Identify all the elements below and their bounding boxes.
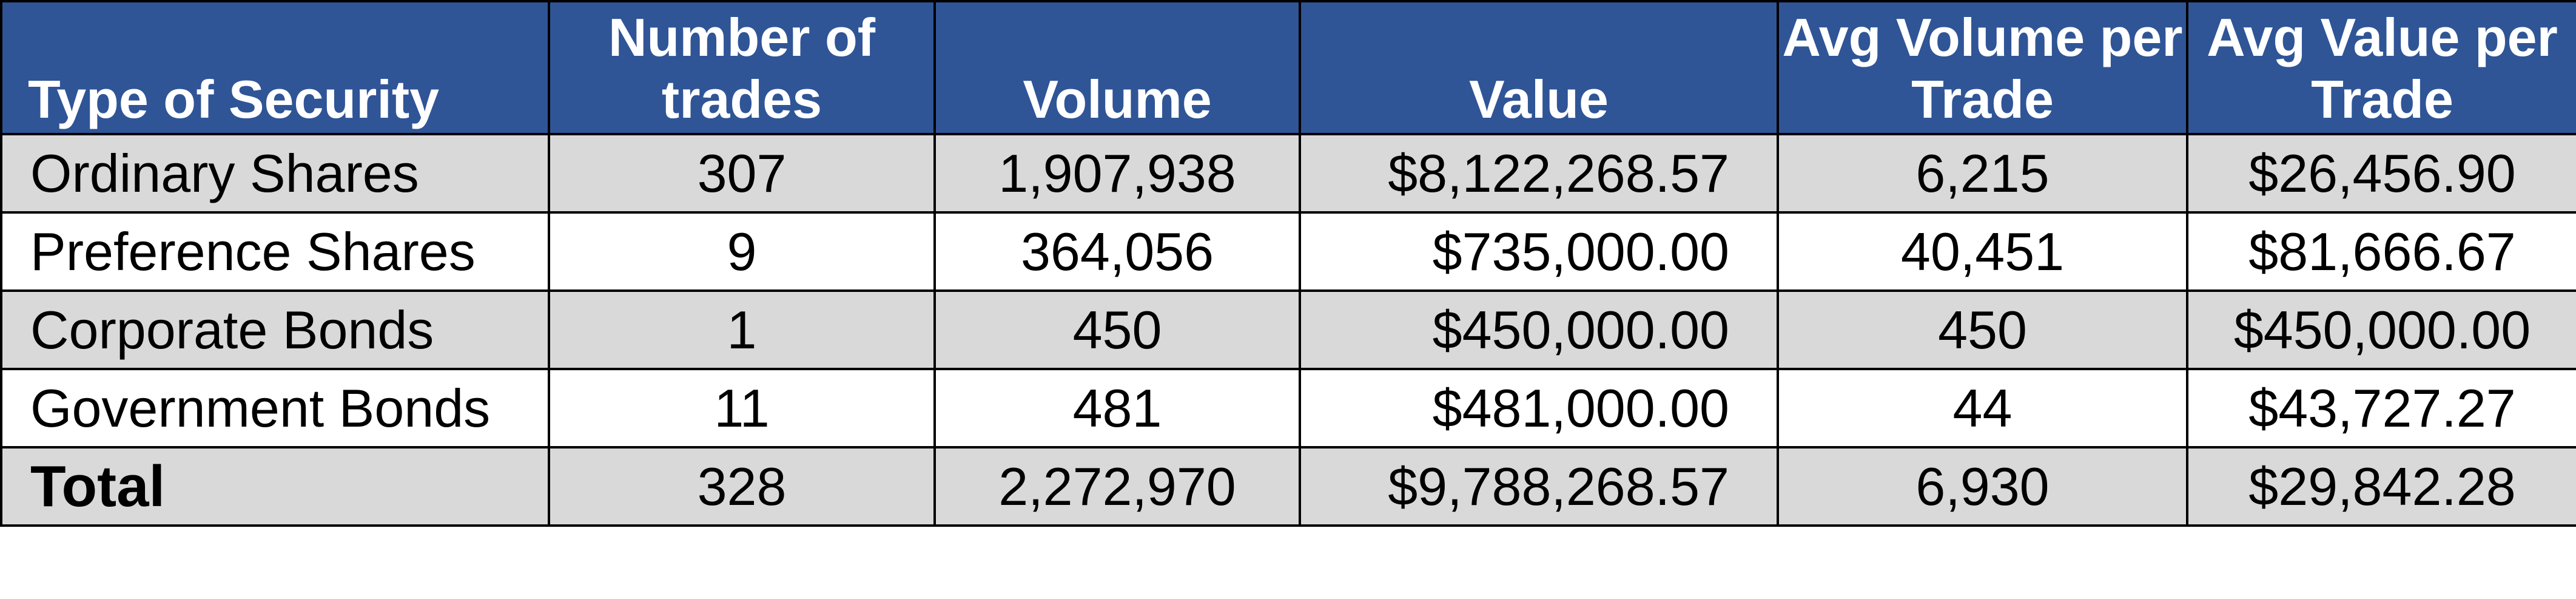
avg-volume-cell: 40,451 [1777,211,2188,292]
header-volume: Volume [933,0,1301,135]
avg-value-cell: $450,000.00 [2186,289,2576,370]
trades-cell: 1 [548,289,936,370]
avg-value-cell: $26,456.90 [2186,133,2576,214]
avg-volume-cell: 6,215 [1777,133,2188,214]
total-avg-volume-cell: 6,930 [1777,446,2188,527]
header-type-of-security: Type of Security [0,0,550,135]
table-row: Government Bonds 11 481 $481,000.00 44 $… [0,368,2576,448]
header-row: Type of Security Number of trades Volume… [0,0,2576,135]
total-label: Total [0,446,550,527]
avg-volume-cell: 44 [1777,368,2188,448]
total-row: Total 328 2,272,970 $9,788,268.57 6,930 … [0,446,2576,527]
table-row: Preference Shares 9 364,056 $735,000.00 … [0,211,2576,292]
value-cell: $450,000.00 [1299,289,1779,370]
avg-volume-cell: 450 [1777,289,2188,370]
security-type-cell: Corporate Bonds [0,289,550,370]
header-number-of-trades: Number of trades [548,0,936,135]
security-type-cell: Preference Shares [0,211,550,292]
avg-value-cell: $81,666.67 [2186,211,2576,292]
header-avg-value-per-trade: Avg Value per Trade [2186,0,2576,135]
security-type-cell: Ordinary Shares [0,133,550,214]
trades-cell: 9 [548,211,936,292]
table-row: Corporate Bonds 1 450 $450,000.00 450 $4… [0,289,2576,370]
volume-cell: 481 [933,368,1301,448]
total-trades-cell: 328 [548,446,936,527]
trades-cell: 11 [548,368,936,448]
volume-cell: 364,056 [933,211,1301,292]
total-avg-value-cell: $29,842.28 [2186,446,2576,527]
header-value: Value [1299,0,1779,135]
trades-cell: 307 [548,133,936,214]
avg-value-cell: $43,727.27 [2186,368,2576,448]
value-cell: $735,000.00 [1299,211,1779,292]
security-type-cell: Government Bonds [0,368,550,448]
total-value-cell: $9,788,268.57 [1299,446,1779,527]
table-header: Type of Security Number of trades Volume… [0,0,2576,135]
total-volume-cell: 2,272,970 [933,446,1301,527]
volume-cell: 1,907,938 [933,133,1301,214]
value-cell: $8,122,268.57 [1299,133,1779,214]
table-row: Ordinary Shares 307 1,907,938 $8,122,268… [0,133,2576,214]
volume-cell: 450 [933,289,1301,370]
table-body: Ordinary Shares 307 1,907,938 $8,122,268… [0,133,2576,527]
header-avg-volume-per-trade: Avg Volume per Trade [1777,0,2188,135]
trading-summary-table: Type of Security Number of trades Volume… [0,0,2576,527]
value-cell: $481,000.00 [1299,368,1779,448]
